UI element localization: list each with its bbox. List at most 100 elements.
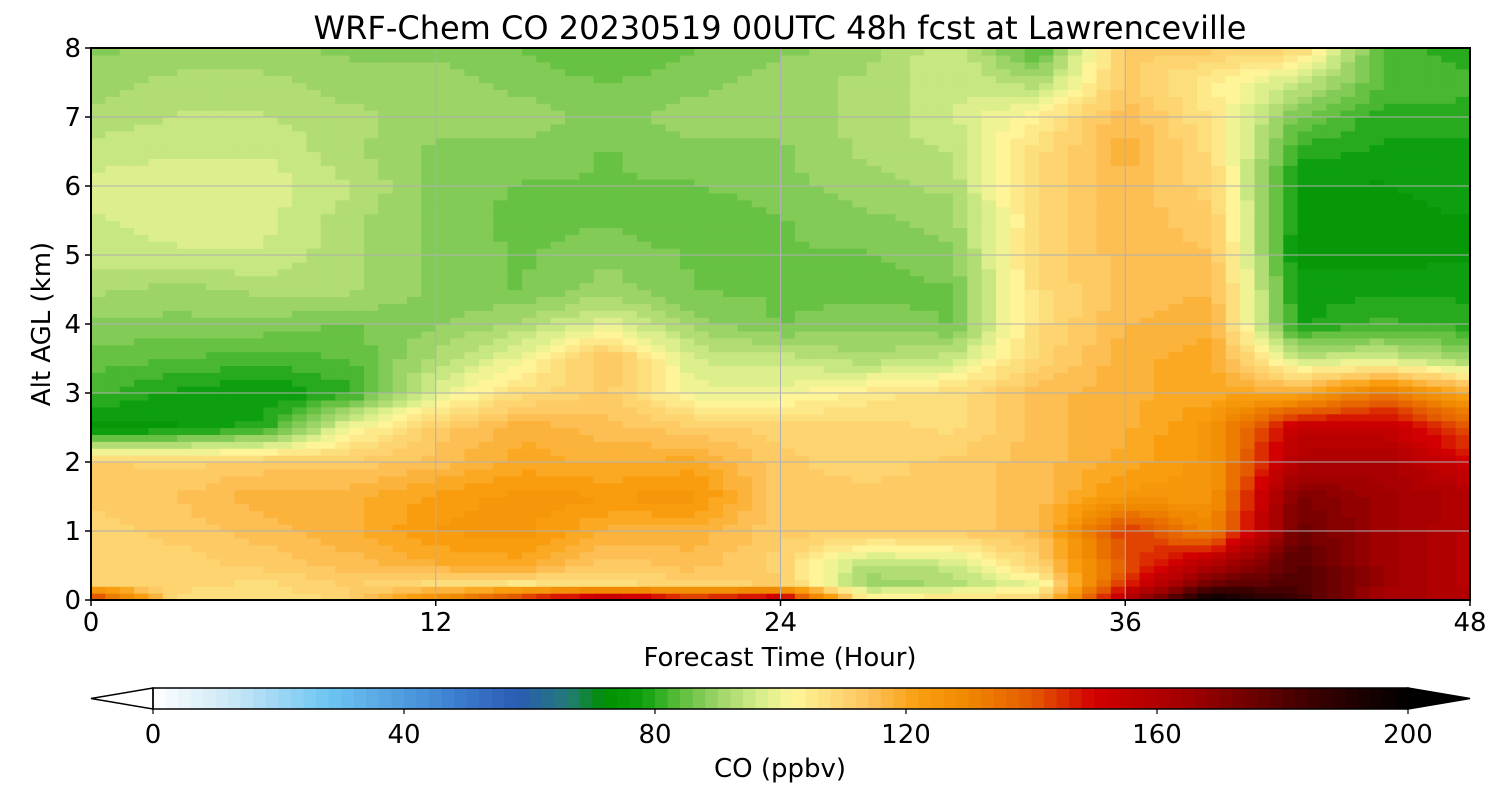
heatmap-cell bbox=[521, 593, 537, 600]
heatmap-cell bbox=[536, 413, 552, 422]
heatmap-cell bbox=[1340, 317, 1356, 325]
heatmap-cell bbox=[608, 586, 624, 594]
heatmap-cell bbox=[392, 337, 408, 346]
heatmap-cell bbox=[263, 303, 279, 311]
heatmap-cell bbox=[1455, 496, 1470, 504]
heatmap-cell bbox=[1110, 448, 1126, 456]
heatmap-cell bbox=[464, 372, 480, 380]
heatmap-cell bbox=[1355, 241, 1371, 249]
heatmap-cell bbox=[809, 324, 825, 332]
heatmap-cell bbox=[651, 379, 667, 387]
heatmap-cell bbox=[1110, 275, 1126, 284]
heatmap-cell bbox=[349, 434, 365, 442]
heatmap-cell bbox=[407, 337, 422, 346]
heatmap-cell bbox=[981, 330, 997, 339]
heatmap-cell bbox=[1139, 386, 1155, 394]
heatmap-cell bbox=[708, 434, 724, 442]
heatmap-cell bbox=[995, 386, 1011, 394]
heatmap-cell bbox=[407, 420, 422, 429]
heatmap-cell bbox=[1153, 399, 1169, 408]
heatmap-cell bbox=[162, 406, 178, 415]
heatmap-cell bbox=[435, 330, 451, 339]
heatmap-cell bbox=[608, 317, 624, 325]
heatmap-cell bbox=[234, 275, 250, 284]
heatmap-cell bbox=[521, 517, 537, 525]
heatmap-cell bbox=[708, 475, 724, 484]
heatmap-cell bbox=[191, 448, 207, 456]
heatmap-cell bbox=[708, 551, 724, 560]
heatmap-cell bbox=[1125, 565, 1141, 573]
heatmap-cell bbox=[895, 303, 911, 311]
heatmap-cell bbox=[1225, 386, 1241, 394]
heatmap-cell bbox=[292, 593, 308, 600]
heatmap-cell bbox=[909, 358, 925, 366]
heatmap-cell bbox=[349, 475, 365, 484]
heatmap-cell bbox=[608, 413, 624, 422]
heatmap-cell bbox=[249, 261, 264, 270]
heatmap-cell bbox=[349, 303, 365, 311]
heatmap-cell bbox=[1139, 406, 1155, 415]
heatmap-cell bbox=[866, 434, 882, 442]
heatmap-cell bbox=[995, 261, 1011, 270]
heatmap-cell bbox=[780, 482, 796, 491]
heatmap-cell bbox=[234, 496, 250, 504]
heatmap-cell bbox=[708, 579, 724, 587]
heatmap-cell bbox=[1096, 531, 1112, 539]
heatmap-cell bbox=[651, 241, 667, 249]
heatmap-cell bbox=[1024, 565, 1040, 573]
heatmap-cell bbox=[378, 310, 394, 318]
heatmap-cell bbox=[651, 268, 667, 277]
heatmap-cell bbox=[967, 261, 983, 270]
heatmap-cell bbox=[378, 351, 394, 360]
heatmap-cell bbox=[450, 358, 466, 366]
heatmap-cell bbox=[349, 558, 365, 567]
heatmap-cell bbox=[1225, 482, 1241, 491]
heatmap-cell bbox=[349, 572, 365, 580]
heatmap-cell bbox=[421, 517, 437, 525]
heatmap-cell bbox=[478, 386, 494, 394]
heatmap-cell bbox=[593, 324, 609, 332]
heatmap-cell bbox=[263, 565, 279, 573]
heatmap-cell bbox=[521, 475, 537, 484]
heatmap-cell bbox=[1426, 531, 1442, 539]
heatmap-cell bbox=[378, 551, 394, 560]
heatmap-cell bbox=[1096, 482, 1112, 491]
heatmap-cell bbox=[363, 496, 379, 504]
heatmap-cell bbox=[550, 586, 566, 594]
heatmap-cell bbox=[1067, 468, 1083, 477]
heatmap-cell bbox=[177, 427, 193, 435]
heatmap-cell bbox=[909, 544, 925, 553]
heatmap-cell bbox=[694, 379, 710, 387]
heatmap-cell bbox=[234, 510, 250, 518]
heatmap-cell bbox=[708, 365, 724, 373]
heatmap-cell bbox=[91, 468, 106, 477]
heatmap-cell bbox=[378, 399, 394, 408]
heatmap-cell bbox=[1053, 303, 1069, 311]
heatmap-cell bbox=[981, 448, 997, 456]
heatmap-cell bbox=[536, 593, 552, 600]
heatmap-cell bbox=[924, 268, 940, 277]
heatmap-cell bbox=[1139, 324, 1155, 332]
heatmap-cell bbox=[1139, 358, 1155, 366]
heatmap-cell bbox=[866, 289, 882, 297]
heatmap-cell bbox=[521, 261, 537, 270]
heatmap-cell bbox=[1283, 420, 1299, 429]
heatmap-cell bbox=[1369, 496, 1385, 504]
heatmap-cell bbox=[1455, 324, 1470, 332]
heatmap-cell bbox=[1441, 241, 1457, 249]
heatmap-cell bbox=[507, 296, 523, 304]
heatmap-cell bbox=[363, 455, 379, 463]
heatmap-cell bbox=[493, 468, 509, 477]
heatmap-cell bbox=[593, 337, 609, 346]
heatmap-cell bbox=[751, 565, 767, 573]
heatmap-cell bbox=[1024, 330, 1040, 339]
heatmap-cell bbox=[809, 365, 825, 373]
heatmap-cell bbox=[737, 289, 753, 297]
heatmap-cell bbox=[162, 524, 178, 532]
heatmap-cell bbox=[995, 324, 1011, 332]
heatmap-cell bbox=[1010, 455, 1026, 463]
heatmap-cell bbox=[91, 393, 106, 401]
heatmap-cell bbox=[708, 241, 724, 249]
heatmap-cell bbox=[435, 386, 451, 394]
heatmap-cell bbox=[1326, 344, 1342, 353]
